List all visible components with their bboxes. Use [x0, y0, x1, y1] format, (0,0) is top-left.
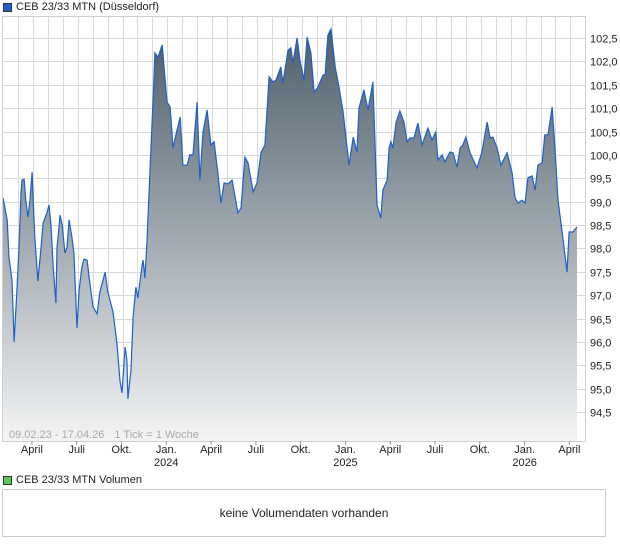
volume-legend: CEB 23/33 MTN Volumen — [3, 474, 142, 486]
y-tick-label: 100,0 — [590, 151, 618, 163]
x-year-label: 2026 — [512, 457, 536, 469]
x-tick-label: Okt. — [470, 444, 490, 456]
y-tick-label: 95,0 — [590, 385, 611, 397]
legend-swatch-volume — [3, 475, 12, 485]
legend-swatch-price — [3, 2, 12, 12]
y-tick-label: 98,0 — [590, 244, 611, 256]
y-tick-label: 102,5 — [590, 34, 618, 46]
no-volume-message: keine Volumendaten vorhanden — [219, 506, 389, 520]
legend-label-volume: CEB 23/33 MTN Volumen — [16, 474, 142, 486]
y-tick-label: 97,0 — [590, 291, 611, 303]
y-tick-label: 102,0 — [590, 57, 618, 69]
y-tick-label: 96,5 — [590, 315, 611, 327]
x-tick-label: Okt. — [291, 444, 311, 456]
y-tick-label: 97,5 — [590, 268, 611, 280]
y-tick-label: 96,0 — [590, 338, 611, 350]
volume-panel: keine Volumendaten vorhanden — [2, 489, 606, 537]
y-tick-label: 99,5 — [590, 174, 611, 186]
x-tick-label: Jan. — [335, 444, 356, 456]
price-legend: CEB 23/33 MTN (Düsseldorf) — [3, 1, 159, 13]
x-tick-label: April — [21, 444, 43, 456]
x-tick-label: April — [200, 444, 222, 456]
price-chart: 94,5 95,0 95,5 96,0 96,5 97,0 97,5 98,0 98,5 99,0… — [2, 16, 618, 469]
legend-label-price: CEB 23/33 MTN (Düsseldorf) — [16, 1, 160, 13]
y-tick-label: 94,5 — [590, 408, 611, 420]
x-tick-label: April — [558, 444, 580, 456]
y-tick-label: 101,5 — [590, 81, 618, 93]
y-tick-label: 99,0 — [590, 198, 611, 210]
x-tick-label: Okt. — [111, 444, 131, 456]
y-tick-label: 100,5 — [590, 128, 618, 140]
x-tick-label: Juli — [427, 444, 444, 456]
y-tick-label: 95,5 — [590, 361, 611, 373]
x-tick-label: Jan. — [514, 444, 535, 456]
x-tick-label: Juli — [68, 444, 85, 456]
x-year-label: 2024 — [154, 457, 178, 469]
x-tick-label: Jan. — [156, 444, 177, 456]
x-year-label: 2025 — [333, 457, 357, 469]
x-tick-label: Juli — [248, 444, 265, 456]
date-range-label: 09.02.23 - 17.04.26 1 Tick = 1 Woche — [9, 429, 199, 441]
price-line — [2, 27, 578, 399]
plot-border — [2, 16, 586, 442]
y-tick-label: 98,5 — [590, 221, 611, 233]
y-tick-label: 101,0 — [590, 104, 618, 116]
price-area — [3, 29, 577, 441]
y-axis: 94,5 95,0 95,5 96,0 96,5 97,0 97,5 98,0 98,5 99,0… — [590, 34, 618, 420]
x-tick-label: April — [379, 444, 401, 456]
